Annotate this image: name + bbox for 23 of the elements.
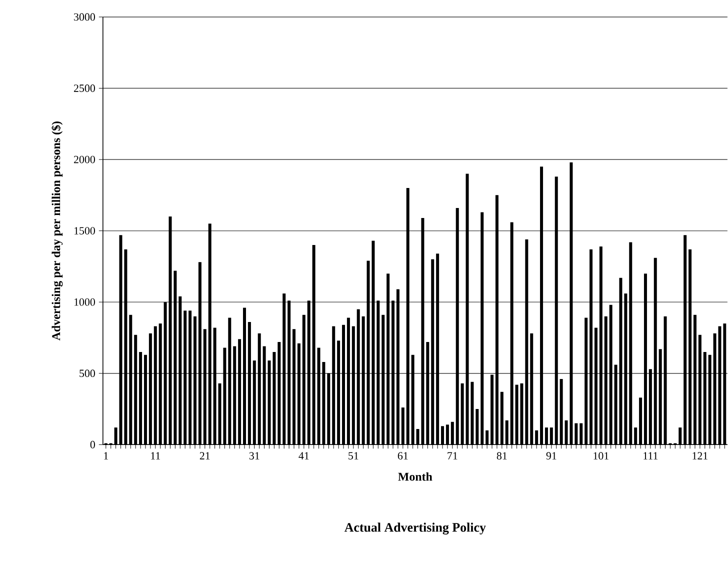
- y-tick-label: 1000: [74, 298, 95, 306]
- y-tick-label: 3000: [74, 14, 95, 21]
- x-tick-label: 41: [298, 452, 309, 460]
- x-tick-label: 61: [398, 452, 408, 460]
- x-tick-label: 1: [104, 452, 108, 460]
- x-tick-label: 101: [594, 452, 608, 460]
- y-tick-label: 2000: [74, 156, 95, 164]
- x-tick-label: 81: [496, 452, 507, 460]
- y-tick-label: 500: [80, 370, 95, 378]
- x-tick-label: 51: [348, 452, 358, 460]
- x-tick-label: 121: [692, 452, 708, 460]
- x-tick-label: 11: [151, 452, 160, 460]
- x-tick-label: 71: [448, 452, 458, 460]
- x-tick-label: 21: [200, 452, 210, 460]
- y-tick-label: 0: [90, 441, 95, 449]
- x-tick-label: 31: [249, 452, 260, 460]
- y-axis-title: Advertising per day per million persons ($): [51, 122, 63, 341]
- x-tick-label: 111: [644, 452, 658, 460]
- y-tick-label: 1500: [74, 227, 95, 235]
- x-axis-title: Month: [398, 472, 432, 481]
- x-tick-label: 91: [546, 452, 556, 460]
- y-tick-label: 2500: [74, 84, 95, 92]
- text: Actual Advertising Policy: [344, 522, 486, 535]
